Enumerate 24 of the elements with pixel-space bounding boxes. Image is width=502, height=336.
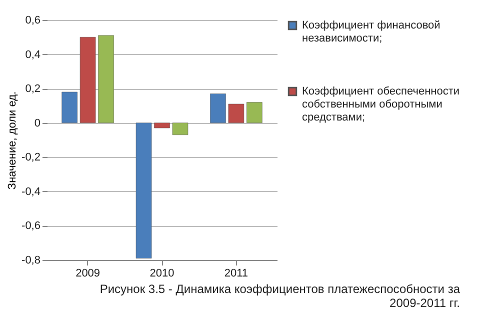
- bar: [210, 94, 226, 124]
- bar: [246, 102, 262, 124]
- y-tick-label: -0,2: [22, 152, 40, 164]
- bar: [62, 92, 78, 124]
- bar: [228, 104, 244, 124]
- text: Рисунок 3.5 - Динамика коэффициентов платежеспособности за 2009-2011 гг.: [100, 282, 460, 310]
- x-tick-label: 2010: [150, 268, 174, 280]
- bar: [136, 122, 152, 258]
- y-tick-label: -0,8: [22, 254, 40, 266]
- y-tick-label: 0,2: [25, 83, 40, 96]
- legend-label: Коэффициент обеспеченности собственными оборотными средствами;: [302, 86, 460, 124]
- y-tick-label: 0,6: [25, 14, 40, 26]
- bar: [80, 36, 96, 124]
- y-axis-title: Значение, доли ед.: [6, 91, 19, 190]
- bar: [98, 35, 114, 124]
- y-tick-label: 0: [34, 117, 40, 130]
- legend-label: Коэффициент финансовой независимости;: [302, 20, 440, 44]
- bar: [154, 122, 170, 128]
- bar: [172, 122, 188, 136]
- y-tick-label: 0,4: [25, 48, 40, 61]
- x-tick-label: 2009: [76, 268, 100, 280]
- y-tick-label: -0,4: [22, 186, 40, 198]
- x-tick-label: 2011: [224, 268, 248, 280]
- y-tick-label: -0,6: [22, 220, 40, 232]
